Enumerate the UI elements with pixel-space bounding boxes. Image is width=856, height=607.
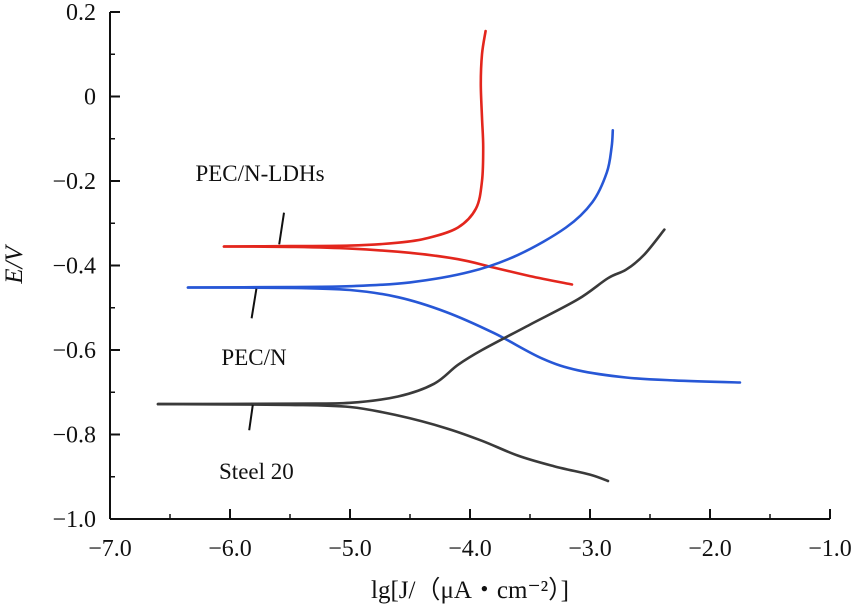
series-line-pec-n-ldhs-anodic <box>222 29 487 248</box>
y-tick-label: 0 <box>84 85 96 111</box>
series-labels: PEC/N-LDHs PEC/N Steel 20 <box>195 161 324 484</box>
leader-line-pec-n-ldhs <box>278 212 285 245</box>
series-label-steel-20: Steel 20 <box>219 459 294 484</box>
x-tick-label: −7.0 <box>88 536 132 562</box>
x-tick-label: −6.0 <box>208 536 252 562</box>
series-line-steel-20-cathodic <box>156 402 610 483</box>
y-axis-title: E/V <box>1 244 28 285</box>
y-tick-label: −0.2 <box>52 169 96 195</box>
y-tick-label: −0.6 <box>52 338 96 364</box>
series-line-pec-n-ldhs-cathodic <box>222 245 574 286</box>
series-group <box>156 29 742 483</box>
series-label-pec-n: PEC/N <box>221 345 287 370</box>
leader-line-pec-n <box>250 288 258 319</box>
leader-line-steel-20 <box>248 404 254 431</box>
x-tick-label: −4.0 <box>448 536 492 562</box>
series-label-pec-n-ldhs: PEC/N-LDHs <box>195 161 324 186</box>
x-tick-label: −3.0 <box>568 536 612 562</box>
y-tick-label: −0.8 <box>52 423 96 449</box>
y-tick-label: −0.4 <box>52 254 96 280</box>
axes: −7.0 −6.0 −5.0 −4.0 −3.0 −2.0 −1.0 0.2 0 −0.2 −0.4… <box>52 0 851 562</box>
x-axis-title: lg[J/（μA・cm⁻²）] <box>371 576 569 604</box>
series-line-pec-n-cathodic <box>186 286 742 384</box>
x-tick-label: −2.0 <box>688 536 732 562</box>
x-tick-label: −1.0 <box>808 536 852 562</box>
x-tick-label: −5.0 <box>328 536 372 562</box>
series-line-steel-20-anodic <box>156 228 666 406</box>
y-tick-label: 0.2 <box>66 0 96 26</box>
series-line-pec-n-anodic <box>186 129 615 289</box>
y-tick-label: −1.0 <box>52 507 96 533</box>
